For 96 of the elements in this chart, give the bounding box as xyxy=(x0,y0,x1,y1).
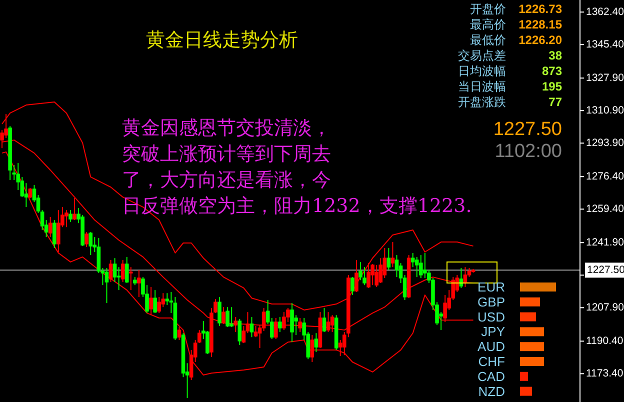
y-tick-label: 1310.90 xyxy=(586,104,624,117)
candlestick xyxy=(390,242,395,268)
candlestick xyxy=(226,306,230,328)
bar xyxy=(520,386,532,396)
candlestick xyxy=(129,266,133,291)
annotation: 77 xyxy=(548,95,562,109)
candlestick xyxy=(28,188,32,199)
candlestick xyxy=(222,306,226,324)
bar xyxy=(520,282,556,292)
y-tick-label: EUR xyxy=(478,280,505,294)
annotation: 1226.73 xyxy=(518,2,562,16)
candlestick xyxy=(314,332,318,353)
candlestick xyxy=(218,296,222,327)
candlestick xyxy=(354,260,358,292)
annotation: 873 xyxy=(542,64,562,78)
y-tick-label: GBP xyxy=(478,294,505,310)
bar xyxy=(520,327,544,336)
bar xyxy=(520,357,544,366)
candlestick xyxy=(88,232,93,256)
y-tick-label: JPY xyxy=(481,324,506,340)
candlestick xyxy=(72,198,76,221)
annotation: 195 xyxy=(542,80,562,94)
candlestick xyxy=(370,264,374,286)
annotation: 开盘价 xyxy=(470,2,506,16)
y-tick-label: 1259.40 xyxy=(586,203,624,216)
text: 黄金日线走势分析 xyxy=(146,30,298,51)
y-tick-label: 1293.90 xyxy=(586,137,624,150)
candlestick xyxy=(104,268,109,304)
candlestick xyxy=(238,318,242,346)
candlestick xyxy=(112,258,117,283)
annotation: 当日波幅 xyxy=(458,80,506,94)
candlestick xyxy=(108,260,113,283)
candlestick xyxy=(116,266,121,291)
annotation: 日反弹做空为主，阻力1232，支撑1223. xyxy=(122,195,472,217)
candlestick xyxy=(423,252,427,279)
candlestick xyxy=(64,210,68,228)
bar xyxy=(520,342,544,352)
annotation: 1226.20 xyxy=(518,33,562,47)
candlestick xyxy=(278,316,282,332)
candlestick xyxy=(350,276,354,296)
annotation: 38 xyxy=(548,48,562,62)
annotation: 开盘涨跌 xyxy=(458,95,506,109)
candlestick xyxy=(463,266,468,288)
y-tick-label: CHF xyxy=(478,354,506,369)
candlestick xyxy=(230,306,234,328)
candlestick xyxy=(68,210,72,222)
candlestick xyxy=(24,182,28,208)
candlestick xyxy=(250,316,254,338)
y-tick-label: 1362.40 xyxy=(586,6,624,18)
candlestick xyxy=(52,220,56,248)
y-tick-label: 1173.40 xyxy=(586,368,624,380)
candlestick xyxy=(358,261,362,281)
y-tick-label: 1207.90 xyxy=(586,302,624,314)
candlestick xyxy=(48,216,52,238)
bar xyxy=(520,372,528,381)
candlestick xyxy=(149,286,153,316)
candlestick xyxy=(157,296,161,314)
bar xyxy=(520,297,540,306)
annotation: 1228.15 xyxy=(518,18,562,32)
annotation: 日均波幅 xyxy=(458,64,506,78)
y-tick-label: 1276.40 xyxy=(586,170,624,183)
y-tick-label: 1327.90 xyxy=(586,72,624,84)
candlestick xyxy=(419,254,423,279)
annotation: 最高价 xyxy=(470,18,506,32)
y-tick-label: NZD xyxy=(478,384,505,399)
candlestick xyxy=(322,308,326,332)
candlestick xyxy=(177,326,182,341)
annotation: 最低价 xyxy=(470,33,506,47)
candlestick xyxy=(84,232,88,248)
candlestick xyxy=(274,318,278,340)
candlestick xyxy=(290,302,294,343)
candlestick xyxy=(56,210,60,252)
annotation: 1227.50 xyxy=(493,119,562,140)
y-tick-label: 1345.40 xyxy=(586,38,624,51)
y-tick-label: 1190.40 xyxy=(586,335,624,348)
candlestick xyxy=(366,262,370,288)
y-tick-label: AUD xyxy=(478,339,505,354)
annotation: 交易点差 xyxy=(458,48,506,62)
y-tick-label: CAD xyxy=(478,368,505,384)
candlestick xyxy=(124,256,129,284)
annotation: 1102:00 xyxy=(494,141,562,162)
annotation: 黄金因感恩节交投清淡， xyxy=(122,117,331,139)
candlestick xyxy=(137,269,141,298)
candlestick xyxy=(414,256,419,278)
candlestick xyxy=(310,334,314,363)
candlestick xyxy=(120,260,125,283)
candlestick xyxy=(386,247,391,270)
y-tick-label: USD xyxy=(478,309,505,324)
y-tick-label: 1241.90 xyxy=(586,236,624,249)
candlestick xyxy=(394,254,399,278)
candlestick xyxy=(382,247,387,279)
candlestick xyxy=(410,252,415,268)
candlestick xyxy=(153,290,157,314)
annotation: 了，大方向还是看涨，今 xyxy=(122,169,331,191)
annotation: 突破上涨预计等到下周去 xyxy=(122,143,331,165)
bar xyxy=(520,312,536,322)
